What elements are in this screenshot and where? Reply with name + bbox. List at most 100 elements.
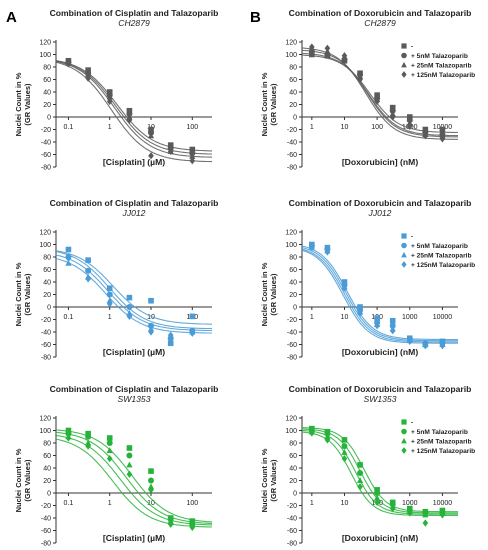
y-tick-label: -80 <box>41 355 51 362</box>
chart-title: Combination of Cisplatin and Talazoparib <box>50 8 219 18</box>
legend-label: + 5nM Talazoparib <box>411 429 468 436</box>
data-point <box>389 317 396 324</box>
fit-curve-series-3 <box>55 61 212 163</box>
x-axis-label: [Doxorubicin] (nM) <box>342 157 419 167</box>
data-point <box>374 315 380 322</box>
data-point <box>106 97 113 106</box>
x-tick-label: 10 <box>341 124 349 131</box>
data-point <box>422 342 429 350</box>
y-tick-label: -20 <box>41 503 51 510</box>
y-axis-label-units: (GR Values) <box>269 459 278 502</box>
legend-label: - <box>411 234 413 241</box>
legend-marker <box>401 71 407 78</box>
fit-curve-series-0 <box>301 245 458 341</box>
legend-marker <box>401 428 407 435</box>
x-tick-label: 10 <box>147 500 155 507</box>
y-tick-label: -40 <box>287 330 297 337</box>
y-tick-label: 80 <box>43 255 51 262</box>
y-axis-label: Nuclei Count in % <box>260 448 269 512</box>
y-axis-label-units: (GR Values) <box>23 459 32 502</box>
data-point <box>106 285 113 292</box>
y-tick-label: 100 <box>285 428 297 435</box>
data-point <box>167 340 174 347</box>
fit-curve-series-3 <box>55 257 212 334</box>
y-tick-label: 40 <box>43 90 51 97</box>
panel-label-a: A <box>6 9 17 26</box>
y-tick-label: -20 <box>287 317 297 324</box>
data-point <box>309 429 315 437</box>
legend-marker <box>401 242 407 249</box>
y-tick-label: 60 <box>289 453 297 460</box>
data-point <box>357 309 363 317</box>
x-tick-label: 10 <box>341 500 349 507</box>
legend-marker <box>401 61 407 68</box>
data-point <box>106 454 113 463</box>
chart-subtitle: SW1353 <box>118 394 151 404</box>
data-point <box>85 442 91 450</box>
data-point <box>126 294 133 301</box>
chart-subtitle: JJ012 <box>368 208 392 218</box>
y-tick-label: 0 <box>293 491 297 498</box>
chart-4: Combination of Cisplatin and Talazoparib… <box>14 384 218 548</box>
fit-curve-series-1 <box>301 247 458 342</box>
x-tick-label: 1 <box>310 124 314 131</box>
y-tick-label: -80 <box>41 165 51 172</box>
legend-label: - <box>411 420 413 427</box>
y-tick-label: 40 <box>43 280 51 287</box>
x-tick-label: 10 <box>341 314 349 321</box>
data-point <box>389 504 396 513</box>
x-tick-label: 10000 <box>433 500 453 507</box>
y-axis-label-units: (GR Values) <box>23 273 32 316</box>
legend-marker <box>401 447 407 454</box>
x-axis-label: [Cisplatin] (µM) <box>103 533 165 543</box>
data-point <box>106 291 113 298</box>
legend-label: + 125nM Talazoparib <box>411 72 475 79</box>
data-point <box>439 342 446 350</box>
data-point <box>126 470 133 478</box>
fit-curve-series-2 <box>55 254 212 332</box>
chart-title: Combination of Doxorubicin and Talazopar… <box>289 198 472 208</box>
y-tick-label: 40 <box>43 466 51 473</box>
data-point <box>324 436 331 444</box>
data-point <box>106 435 113 441</box>
y-tick-label: 80 <box>289 65 297 72</box>
data-point <box>106 440 113 446</box>
data-point <box>189 153 196 159</box>
data-point <box>189 519 196 526</box>
x-axis-label: [Cisplatin] (µM) <box>103 347 165 357</box>
chart-subtitle: CH2879 <box>364 18 396 28</box>
y-tick-label: 80 <box>289 441 297 448</box>
fit-curve-series-1 <box>55 60 213 155</box>
data-point <box>357 483 363 491</box>
data-point <box>65 60 72 68</box>
data-point <box>439 511 446 519</box>
y-tick-label: -40 <box>41 140 51 147</box>
y-tick-label: -60 <box>287 528 297 535</box>
legend-label: + 25nM Talazoparib <box>411 439 472 446</box>
data-point <box>341 52 348 60</box>
data-point <box>65 254 72 262</box>
data-point <box>65 259 72 266</box>
data-point <box>85 275 91 283</box>
legend-label: + 5nM Talazoparib <box>411 243 468 250</box>
y-tick-label: 120 <box>39 230 51 237</box>
y-tick-label: 80 <box>289 255 297 262</box>
data-point <box>148 468 154 474</box>
x-tick-label: 0.1 <box>64 314 74 321</box>
legend-label: + 125nM Talazoparib <box>411 448 475 455</box>
y-tick-label: 120 <box>285 416 297 423</box>
x-tick-label: 100 <box>186 124 198 131</box>
data-point <box>167 147 174 156</box>
y-tick-label: -80 <box>287 165 297 172</box>
legend-marker <box>401 419 407 425</box>
y-tick-label: 60 <box>289 77 297 84</box>
chart-title: Combination of Cisplatin and Talazoparib <box>50 198 219 208</box>
fit-curve-series-3 <box>55 438 212 528</box>
fit-curve-series-2 <box>301 248 458 343</box>
y-tick-label: 60 <box>43 453 51 460</box>
data-point <box>126 304 133 310</box>
chart-subtitle: SW1353 <box>364 394 397 404</box>
data-point <box>439 135 446 143</box>
chart-title: Combination of Doxorubicin and Talazopar… <box>289 384 472 394</box>
